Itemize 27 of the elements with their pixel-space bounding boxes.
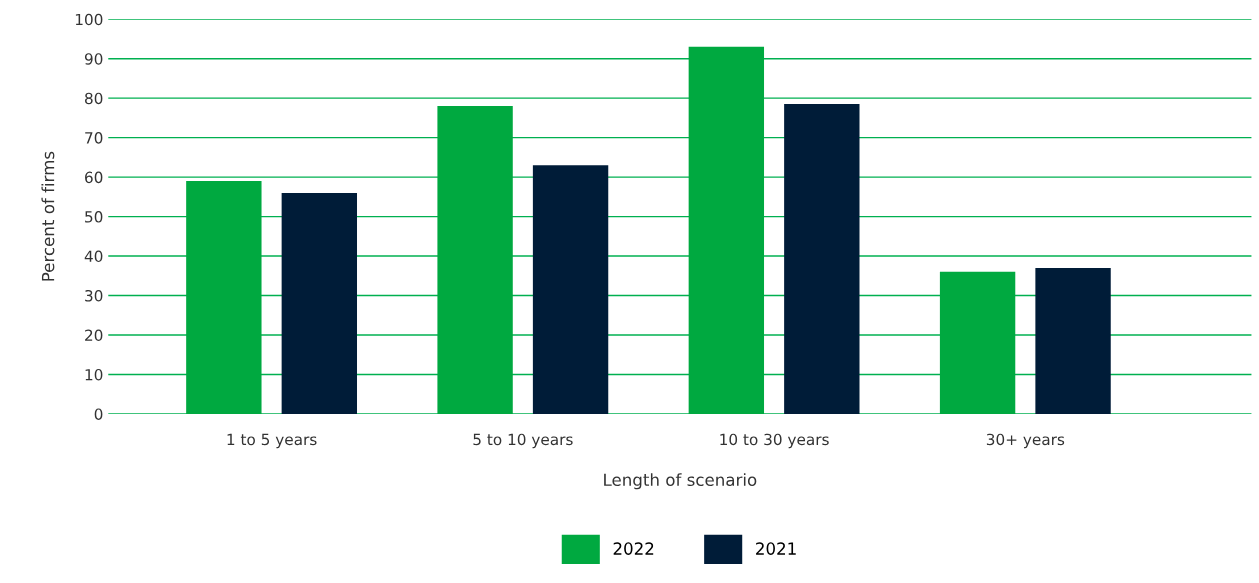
y-tick-label: 20 xyxy=(85,329,103,342)
bar xyxy=(688,46,765,414)
legend-label: 2022 xyxy=(613,542,654,555)
y-tick-label: 60 xyxy=(85,171,103,184)
x-axis-title: Length of scenario xyxy=(604,473,757,490)
bar xyxy=(437,106,513,414)
x-tick-label: 1 to 5 years xyxy=(227,433,317,449)
y-axis-title: Percent of firms xyxy=(41,151,55,281)
bar xyxy=(784,104,860,414)
y-tick-label: 70 xyxy=(85,132,103,144)
bar xyxy=(186,181,262,414)
y-tick-label: 90 xyxy=(84,53,103,65)
y-tick-label: 0 xyxy=(94,408,103,420)
y-tick-label: 80 xyxy=(85,92,103,105)
y-tick-label: 50 xyxy=(85,211,103,223)
bar xyxy=(281,192,358,414)
y-tick-label: 10 xyxy=(85,368,103,381)
x-tick-label: 10 to 30 years xyxy=(720,433,829,449)
bar xyxy=(939,271,1016,414)
y-tick-label: 30 xyxy=(85,289,103,302)
x-tick-label: 30+ years xyxy=(986,433,1065,449)
y-tick-label: 40 xyxy=(84,250,103,263)
y-tick-label: 100 xyxy=(75,13,103,26)
x-tick-label: 5 to 10 years xyxy=(473,433,573,449)
bar xyxy=(1035,267,1111,414)
bar xyxy=(532,165,609,414)
legend-label: 2021 xyxy=(756,542,796,555)
